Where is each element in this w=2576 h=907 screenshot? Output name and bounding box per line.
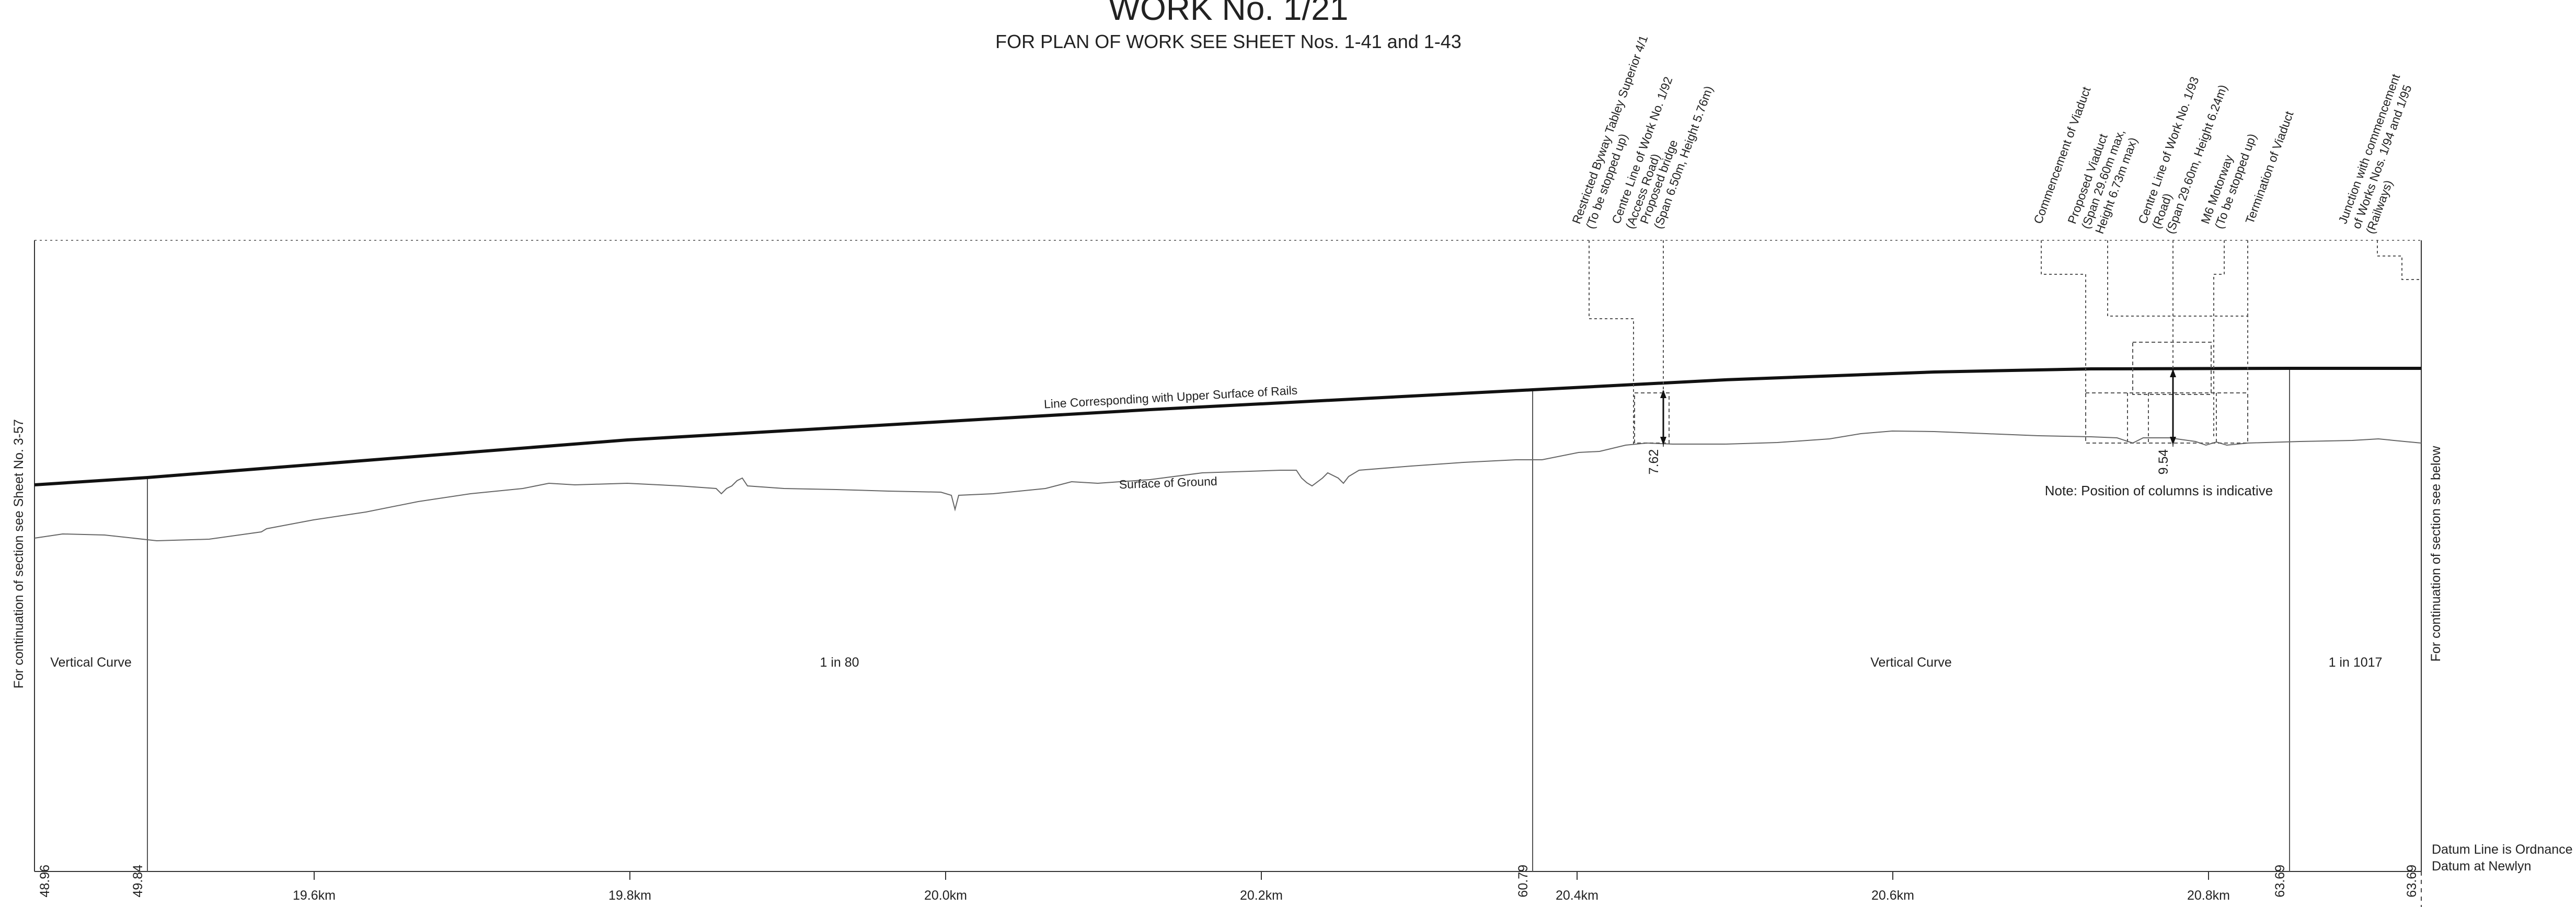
clearance-arrow-bottom [1660, 437, 1666, 445]
ground-surface-line [34, 430, 2422, 542]
gradient-label: Vertical Curve [50, 655, 132, 670]
clearance-label: 9.54 [2156, 449, 2171, 475]
level-label: 48.96 [38, 865, 52, 898]
rail-line-label: Line Corresponding with Upper Surface of… [1043, 383, 1298, 411]
gradient-label: 1 in 80 [820, 655, 859, 670]
clearance-label: 7.62 [1647, 449, 1661, 475]
annotation-proposed-viaduct: Proposed Viaduct (Span 29.60m max, Heigh… [2065, 127, 2140, 236]
datum-note-line: Datum at Newlyn [2432, 859, 2531, 874]
continuation-right-note: For continuation of section see below [2429, 446, 2443, 662]
chainage-label: 19.6km [293, 888, 336, 903]
clearance-arrow-bottom [2170, 437, 2176, 445]
chainage-label: 20.0km [924, 888, 967, 903]
viaduct-commencement-leader [2041, 240, 2086, 393]
viaduct-span-leader [2107, 240, 2248, 393]
viaduct-deck-outline [2085, 392, 2248, 444]
datum-note-line: Datum Line is Ordnance [2432, 842, 2573, 857]
gradient-label: Vertical Curve [1870, 655, 1952, 670]
continuation-left-note: For continuation of section see Sheet No… [12, 419, 26, 689]
motorway-leader [2213, 240, 2225, 439]
ground-label: Surface of Ground [1119, 474, 1217, 492]
road-underpass-outline [2132, 342, 2212, 395]
svg-text:Termination of Viaduct: Termination of Viaduct [2242, 109, 2296, 226]
rail-surface-line [34, 367, 2421, 486]
annotation-junction: Junction with commencement of Works Nos.… [2336, 72, 2414, 236]
drawing-title: WORK No. 1/21 [1109, 0, 1349, 27]
level-label: 63.69 [2273, 865, 2287, 898]
proposed-bridge-outline [1634, 392, 1670, 444]
chainage-label: 20.4km [1556, 888, 1598, 903]
chainage-label: 20.8km [2187, 888, 2230, 903]
level-label: 60.79 [1516, 865, 1531, 898]
chainage-label: 20.2km [1240, 888, 1283, 903]
clearance-arrow-top [1660, 390, 1666, 398]
clearance-arrow-top [2170, 369, 2176, 377]
junction-leader [2377, 240, 2421, 280]
annotation-viaduct-termination: Termination of Viaduct [2242, 109, 2296, 226]
level-label: 49.84 [131, 865, 145, 898]
byway-leader-line [1589, 240, 1634, 444]
drawing-subtitle: FOR PLAN OF WORK SEE SHEET Nos. 1-41 and… [995, 31, 1462, 52]
level-label: 63.69 [2405, 865, 2419, 898]
gradient-label: 1 in 1017 [2329, 655, 2383, 670]
chainage-label: 19.8km [608, 888, 651, 903]
column-position-note: Note: Position of columns is indicative [2045, 483, 2273, 498]
chainage-label: 20.6km [1871, 888, 1914, 903]
